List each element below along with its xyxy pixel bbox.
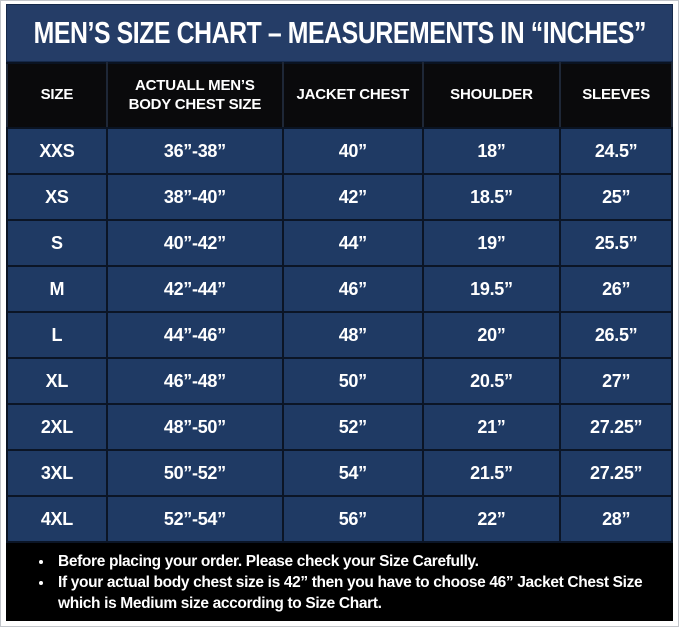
shoulder-cell: 19.5” (421, 265, 562, 313)
sleeves-cell: 25” (559, 173, 673, 221)
sleeves-cell: 24.5” (559, 127, 673, 175)
body-chest-cell: 44”-46” (105, 311, 284, 359)
size-label-cell: 2XL (6, 403, 108, 451)
body-chest-cell: 36”-38” (105, 127, 284, 175)
table-row: S 40”-42” 44” 19” 25.5” (6, 219, 673, 267)
jacket-chest-cell: 48” (281, 311, 424, 359)
table-row: 4XL 52”-54” 56” 22” 28” (6, 495, 673, 543)
note-item: Before placing your order. Please check … (54, 551, 663, 572)
sleeves-cell: 28” (559, 495, 673, 543)
size-label-cell: S (6, 219, 108, 267)
shoulder-cell: 22” (421, 495, 562, 543)
jacket-chest-cell: 40” (281, 127, 424, 175)
shoulder-cell: 18” (421, 127, 562, 175)
table-row: L 44”-46” 48” 20” 26.5” (6, 311, 673, 359)
jacket-chest-cell: 46” (281, 265, 424, 313)
sleeves-cell: 25.5” (559, 219, 673, 267)
table-row: M 42”-44” 46” 19.5” 26” (6, 265, 673, 313)
shoulder-cell: 19” (421, 219, 562, 267)
size-label-cell: XL (6, 357, 108, 405)
col-header-sleeves: SLEEVES (559, 62, 673, 129)
size-label-cell: XXS (6, 127, 108, 175)
body-chest-cell: 50”-52” (105, 449, 284, 497)
col-header-shoulder: SHOULDER (421, 62, 562, 129)
table-body: XXS 36”-38” 40” 18” 24.5” XS 38”-40” 42”… (6, 127, 673, 543)
size-chart-table: SIZE ACTUALL MEN’S BODY CHEST SIZE JACKE… (6, 62, 673, 543)
jacket-chest-cell: 54” (281, 449, 424, 497)
size-label-cell: 3XL (6, 449, 108, 497)
sleeves-cell: 27.25” (559, 449, 673, 497)
jacket-chest-cell: 44” (281, 219, 424, 267)
sleeves-cell: 27” (559, 357, 673, 405)
body-chest-cell: 40”-42” (105, 219, 284, 267)
size-label-cell: L (6, 311, 108, 359)
table-row: 2XL 48”-50” 52” 21” 27.25” (6, 403, 673, 451)
sleeves-cell: 26” (559, 265, 673, 313)
jacket-chest-cell: 42” (281, 173, 424, 221)
table-row: 3XL 50”-52” 54” 21.5” 27.25” (6, 449, 673, 497)
size-label-cell: 4XL (6, 495, 108, 543)
body-chest-cell: 52”-54” (105, 495, 284, 543)
jacket-chest-cell: 52” (281, 403, 424, 451)
table-header: SIZE ACTUALL MEN’S BODY CHEST SIZE JACKE… (6, 62, 673, 129)
col-header-size: SIZE (6, 62, 108, 129)
body-chest-cell: 38”-40” (105, 173, 284, 221)
table-row: XL 46”-48” 50” 20.5” 27” (6, 357, 673, 405)
body-chest-cell: 48”-50” (105, 403, 284, 451)
body-chest-cell: 42”-44” (105, 265, 284, 313)
jacket-chest-cell: 50” (281, 357, 424, 405)
sleeves-cell: 26.5” (559, 311, 673, 359)
page-title: MEN’S SIZE CHART – MEASUREMENTS IN “INCH… (33, 15, 646, 50)
header-row: SIZE ACTUALL MEN’S BODY CHEST SIZE JACKE… (6, 62, 673, 129)
note-item: If your actual body chest size is 42” th… (54, 572, 663, 614)
shoulder-cell: 21.5” (421, 449, 562, 497)
shoulder-cell: 18.5” (421, 173, 562, 221)
shoulder-cell: 20.5” (421, 357, 562, 405)
col-header-body-chest: ACTUALL MEN’S BODY CHEST SIZE (105, 62, 284, 129)
table-row: XXS 36”-38” 40” 18” 24.5” (6, 127, 673, 175)
size-label-cell: M (6, 265, 108, 313)
table-row: XS 38”-40” 42” 18.5” 25” (6, 173, 673, 221)
sleeves-cell: 27.25” (559, 403, 673, 451)
notes-section: Before placing your order. Please check … (6, 543, 673, 621)
shoulder-cell: 20” (421, 311, 562, 359)
jacket-chest-cell: 56” (281, 495, 424, 543)
col-header-jacket-chest: JACKET CHEST (281, 62, 424, 129)
notes-list: Before placing your order. Please check … (6, 551, 663, 614)
title-banner: MEN’S SIZE CHART – MEASUREMENTS IN “INCH… (6, 4, 673, 62)
size-label-cell: XS (6, 173, 108, 221)
body-chest-cell: 46”-48” (105, 357, 284, 405)
shoulder-cell: 21” (421, 403, 562, 451)
